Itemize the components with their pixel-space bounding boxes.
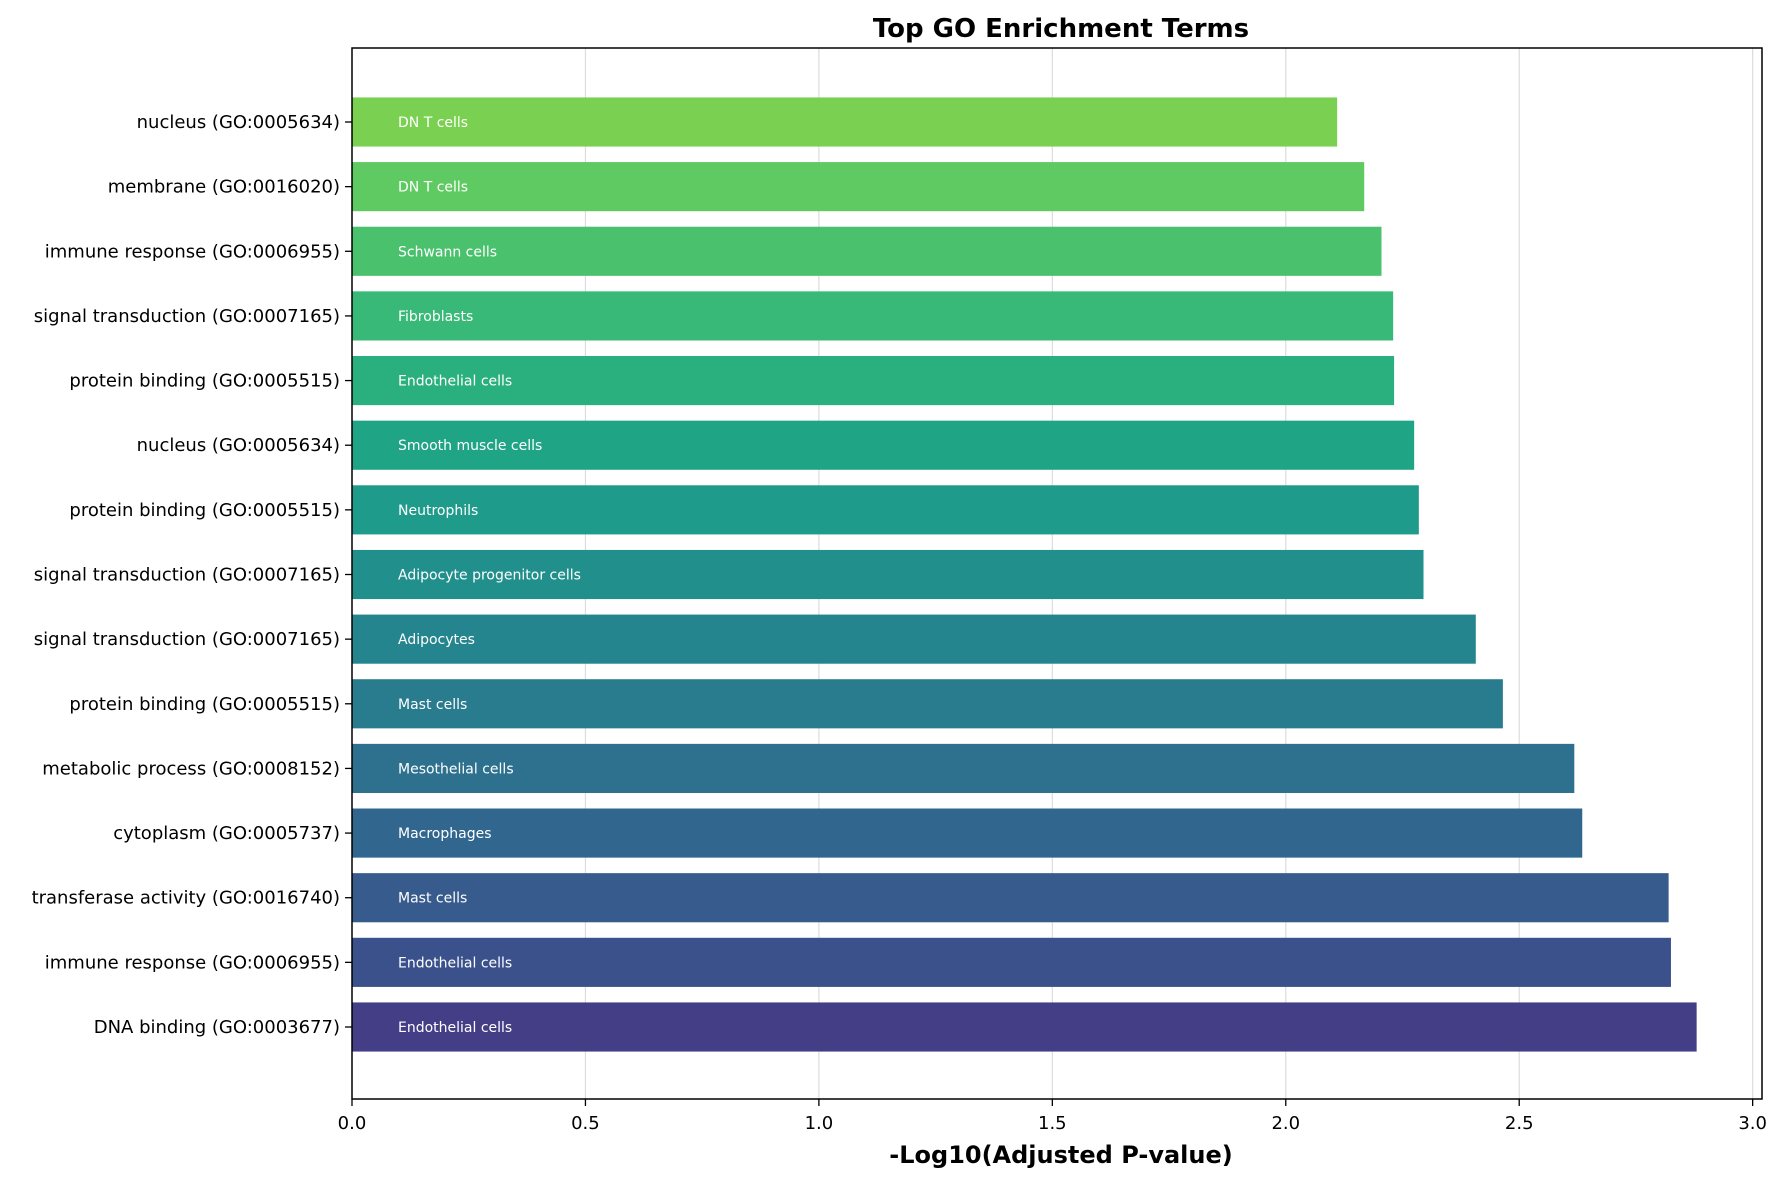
y-tick-label: nucleus (GO:0005634) bbox=[137, 112, 340, 133]
bar bbox=[352, 291, 1394, 341]
bar-cell-type-label: DN T cells bbox=[398, 180, 468, 196]
bar bbox=[352, 356, 1395, 406]
bar-cell-type-label: Macrophages bbox=[398, 826, 492, 842]
bar bbox=[352, 937, 1671, 987]
y-tick-label: protein binding (GO:0005515) bbox=[69, 371, 340, 392]
bar-cell-type-label: Fibroblasts bbox=[398, 309, 473, 325]
bar bbox=[352, 1002, 1697, 1052]
bar bbox=[352, 808, 1583, 858]
bar bbox=[352, 614, 1476, 664]
y-tick-label: DNA binding (GO:0003677) bbox=[94, 1017, 340, 1038]
y-tick-label: signal transduction (GO:0007165) bbox=[34, 306, 340, 327]
x-axis-label: -Log10(Adjusted P-value) bbox=[889, 1141, 1232, 1169]
x-tick-label: 1.5 bbox=[1038, 1113, 1067, 1134]
bar bbox=[352, 226, 1382, 276]
x-ticks-group: 0.0 0.5 1.0 1.5 2.0 2.5 3.0 bbox=[338, 1099, 1767, 1134]
bar-cell-type-label: Mesothelial cells bbox=[398, 761, 514, 777]
bar bbox=[352, 420, 1415, 470]
x-tick-label: 3.0 bbox=[1738, 1113, 1767, 1134]
x-tick-label: 2.5 bbox=[1505, 1113, 1534, 1134]
y-tick-label: cytoplasm (GO:0005737) bbox=[113, 823, 340, 844]
bar-labels-group: Endothelial cells Endothelial cells Mast c… bbox=[398, 115, 581, 1036]
bar bbox=[352, 97, 1338, 147]
bar bbox=[352, 485, 1419, 535]
y-tick-label: protein binding (GO:0005515) bbox=[69, 694, 340, 715]
bar bbox=[352, 873, 1669, 923]
x-tick-label: 1.0 bbox=[805, 1113, 834, 1134]
chart-title: Top GO Enrichment Terms bbox=[873, 14, 1249, 44]
y-tick-label: immune response (GO:0006955) bbox=[45, 241, 340, 262]
y-tick-label: membrane (GO:0016020) bbox=[108, 177, 340, 198]
y-tick-label: nucleus (GO:0005634) bbox=[137, 435, 340, 456]
bar-cell-type-label: Endothelial cells bbox=[398, 374, 512, 390]
plot-frame bbox=[351, 47, 1763, 1100]
bar bbox=[352, 549, 1424, 600]
bar-cell-type-label: Mast cells bbox=[398, 891, 467, 907]
bar-cell-type-label: Endothelial cells bbox=[398, 1020, 512, 1036]
y-tick-label: signal transduction (GO:0007165) bbox=[34, 629, 340, 650]
bar-cell-type-label: Schwann cells bbox=[398, 244, 497, 260]
y-tick-label: protein binding (GO:0005515) bbox=[69, 500, 340, 521]
y-tick-label: immune response (GO:0006955) bbox=[45, 952, 340, 973]
x-tick-label: 0.0 bbox=[338, 1113, 367, 1134]
bar-cell-type-label: Endothelial cells bbox=[398, 955, 512, 971]
category-labels-group: DNA binding (GO:0003677) immune response … bbox=[32, 112, 352, 1038]
y-tick-label: transferase activity (GO:0016740) bbox=[32, 888, 340, 909]
bar-cell-type-label: Adipocyte progenitor cells bbox=[398, 568, 581, 584]
x-tick-label: 0.5 bbox=[571, 1113, 600, 1134]
bar-cell-type-label: Mast cells bbox=[398, 697, 467, 713]
bar-cell-type-label: Smooth muscle cells bbox=[398, 438, 542, 454]
bar bbox=[352, 743, 1575, 793]
bar bbox=[352, 679, 1503, 729]
bar-cell-type-label: Adipocytes bbox=[398, 632, 475, 648]
bar-cell-type-label: DN T cells bbox=[398, 115, 468, 131]
bar-cell-type-label: Neutrophils bbox=[398, 503, 478, 519]
y-tick-label: metabolic process (GO:0008152) bbox=[42, 758, 340, 779]
x-tick-label: 2.0 bbox=[1271, 1113, 1300, 1134]
y-tick-label: signal transduction (GO:0007165) bbox=[34, 565, 340, 586]
bar bbox=[352, 162, 1365, 212]
bars-group bbox=[352, 97, 1697, 1052]
